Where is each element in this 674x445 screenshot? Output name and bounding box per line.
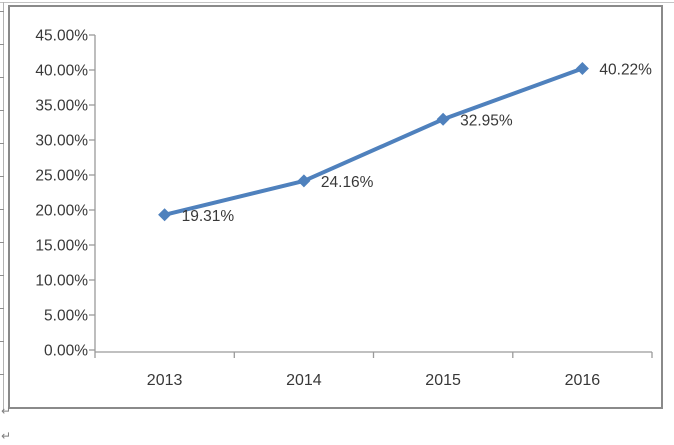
y-axis-label: 20.00% bbox=[35, 203, 88, 220]
data-label: 19.31% bbox=[182, 208, 235, 225]
y-axis-label: 15.00% bbox=[35, 238, 88, 255]
y-axis-label: 30.00% bbox=[35, 133, 88, 150]
data-label: 24.16% bbox=[321, 174, 374, 191]
page-top-border bbox=[0, 2, 674, 3]
series-line bbox=[162, 66, 585, 217]
chart-frame bbox=[8, 5, 663, 409]
x-axis-label: 2016 bbox=[565, 372, 601, 389]
x-axis-label: 2014 bbox=[286, 372, 322, 389]
data-label: 32.95% bbox=[460, 112, 513, 129]
data-label: 40.22% bbox=[599, 62, 652, 79]
y-axis-label: 0.00% bbox=[44, 343, 88, 360]
y-axis-label: 10.00% bbox=[35, 273, 88, 290]
y-axis-label: 35.00% bbox=[35, 98, 88, 115]
paragraph-mark: ↵ bbox=[1, 429, 12, 443]
y-axis-label: 45.00% bbox=[35, 28, 88, 45]
data-point-marker bbox=[436, 112, 450, 126]
y-axis-label: 40.00% bbox=[35, 63, 88, 80]
y-axis-label: 5.00% bbox=[44, 308, 88, 325]
x-axis-label: 2015 bbox=[425, 372, 461, 389]
paragraph-mark: ↵ bbox=[1, 404, 12, 418]
x-axis-label: 2013 bbox=[147, 372, 183, 389]
page-edge-ruler bbox=[0, 2, 5, 411]
data-point-marker bbox=[575, 62, 589, 75]
y-axis-label: 25.00% bbox=[35, 168, 88, 185]
data-point-marker bbox=[297, 174, 311, 188]
data-point-marker bbox=[158, 208, 172, 222]
